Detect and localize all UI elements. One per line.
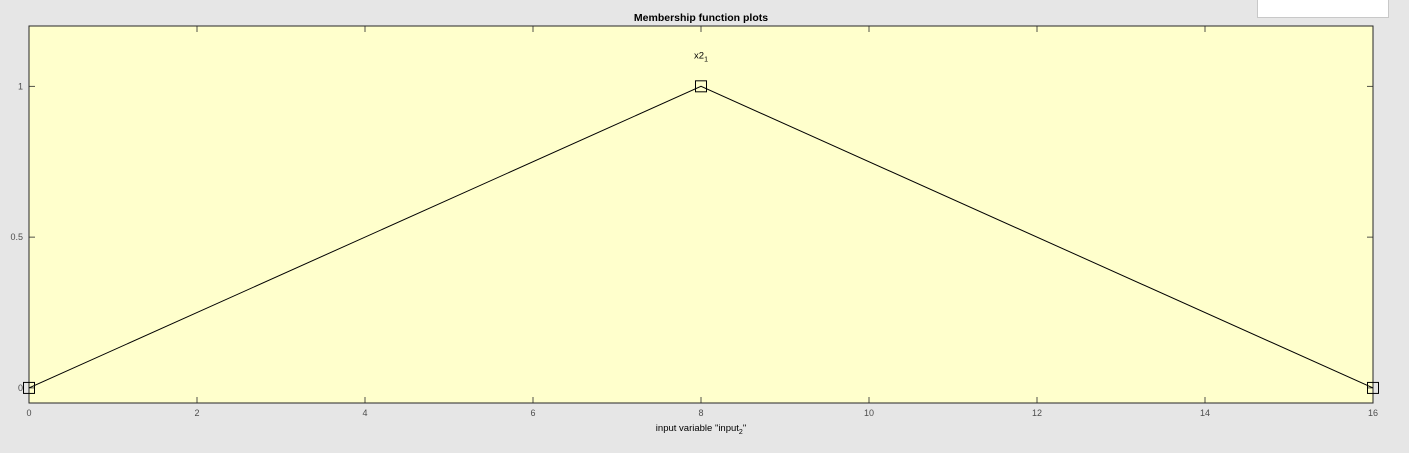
x-axis-label: input variable "input2": [656, 423, 746, 436]
corner-panel: [1257, 0, 1389, 18]
plot-area[interactable]: [28, 25, 1374, 404]
mf-name-sub: 1: [704, 56, 708, 63]
vertex-marker[interactable]: [695, 80, 707, 93]
x-tick-label: 14: [1200, 408, 1210, 418]
x-tick-label: 10: [864, 408, 874, 418]
x-tick-label: 4: [362, 408, 367, 418]
x-tick-label: 8: [698, 408, 703, 418]
chart-title: Membership function plots: [634, 12, 768, 24]
x-axis-label-sub: 2: [739, 429, 743, 436]
mf-name-label: x21: [694, 50, 708, 63]
membership-function-line[interactable]: [28, 85, 1374, 389]
x-axis-label-end: ": [743, 423, 746, 434]
y-tick-label: 1: [18, 81, 23, 91]
vertex-marker[interactable]: [1367, 381, 1379, 394]
x-tick-label: 0: [26, 408, 31, 418]
x-tick-label: 6: [530, 408, 535, 418]
x-tick-label: 16: [1368, 408, 1378, 418]
vertex-marker[interactable]: [23, 381, 35, 394]
x-axis-label-main: input variable "input: [656, 423, 739, 434]
y-tick-label: 0: [18, 383, 23, 393]
y-tick-label: 0.5: [10, 232, 23, 242]
x-tick-label: 12: [1032, 408, 1042, 418]
x-tick-label: 2: [194, 408, 199, 418]
mf-name-main: x2: [694, 50, 704, 61]
